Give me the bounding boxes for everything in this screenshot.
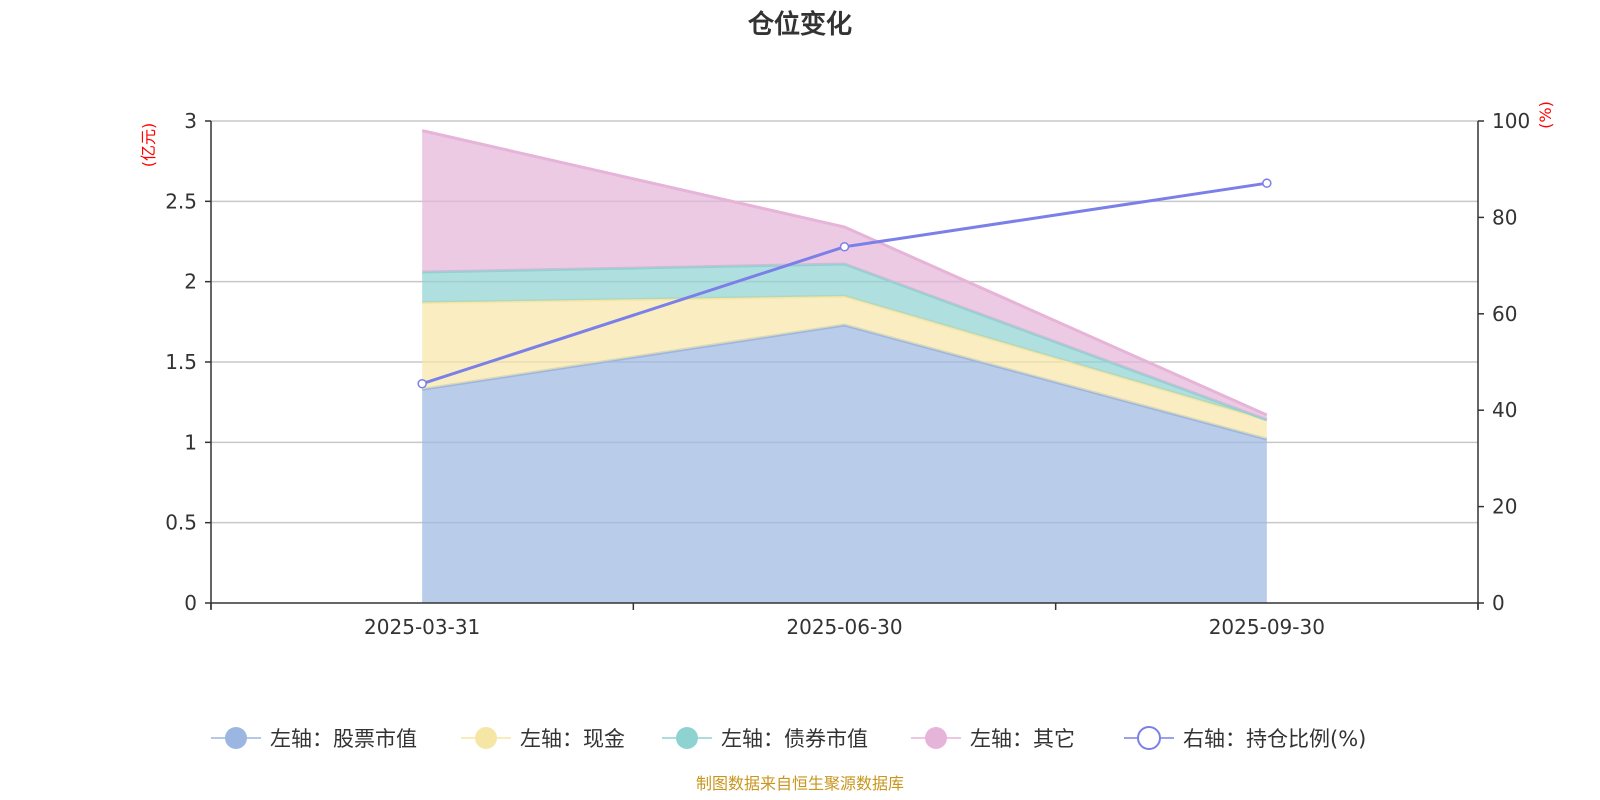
right-axis-tick-label: 20 <box>1492 495 1517 519</box>
legend-label: 左轴：现金 <box>520 727 625 751</box>
left-axis-tick-label: 2 <box>184 270 197 294</box>
legend-swatch-marker <box>225 727 247 749</box>
left-axis-tick-label: 0 <box>184 591 197 615</box>
right-axis-tick-label: 0 <box>1492 591 1505 615</box>
legend-label: 左轴：债券市值 <box>721 727 868 751</box>
left-axis-tick-label: 2.5 <box>165 189 197 213</box>
right-axis-tick-label: 40 <box>1492 398 1517 422</box>
legend: 左轴：股票市值 左轴：现金 左轴：债券市值 左轴：其它 右轴：持仓比例(%) <box>211 726 1366 751</box>
line-point <box>839 242 850 252</box>
right-axis-tick-label: 80 <box>1492 205 1517 229</box>
x-axis-tick-label: 2025-03-31 <box>364 615 480 639</box>
legend-swatch-marker <box>475 727 497 749</box>
left-axis-tick-label: 3 <box>184 109 197 133</box>
left-axis-unit: (亿元) <box>139 123 158 168</box>
chart-title: 仓位变化 <box>747 9 852 40</box>
right-axis-tick-label: 60 <box>1492 302 1517 326</box>
legend-item: 左轴：股票市值 <box>211 727 417 751</box>
x-axis-tick-label: 2025-09-30 <box>1209 615 1325 639</box>
legend-swatch-marker <box>676 727 698 749</box>
legend-swatch-marker <box>925 727 947 749</box>
legend-label: 左轴：其它 <box>970 727 1075 751</box>
legend-item: 左轴：债券市值 <box>662 727 868 751</box>
axes: 0 0.5 1 1.5 2 2.5 3 0 20 40 60 80 100 2025-03-31 2025-… <box>165 109 1530 639</box>
legend-item: 左轴：现金 <box>461 727 625 751</box>
area-series-3 <box>422 263 1267 420</box>
stacked-areas <box>421 129 1268 603</box>
right-axis-unit: (%) <box>1536 101 1555 129</box>
left-axis-tick-label: 1.5 <box>165 350 197 374</box>
legend-label: 左轴：股票市值 <box>270 727 417 751</box>
area-series-4 <box>422 130 1267 420</box>
legend-label: 右轴：持仓比例(%) <box>1183 727 1366 751</box>
ratio-line <box>417 178 1272 389</box>
source-note: 制图数据来自恒生聚源数据库 <box>696 774 904 793</box>
legend-item: 右轴：持仓比例(%) <box>1124 726 1366 751</box>
legend-swatch-marker <box>1137 726 1161 750</box>
line-point <box>1262 178 1272 188</box>
area-series-edge-4 <box>421 129 1268 417</box>
x-axis-tick-label: 2025-06-30 <box>786 615 902 639</box>
right-axis-tick-label: 100 <box>1492 109 1530 133</box>
line-point <box>417 378 427 389</box>
left-axis-tick-label: 0.5 <box>165 511 197 535</box>
area-series-2 <box>422 296 1267 440</box>
area-series-1 <box>422 325 1267 603</box>
legend-item: 左轴：其它 <box>911 727 1075 751</box>
left-axis-tick-label: 1 <box>184 430 197 454</box>
